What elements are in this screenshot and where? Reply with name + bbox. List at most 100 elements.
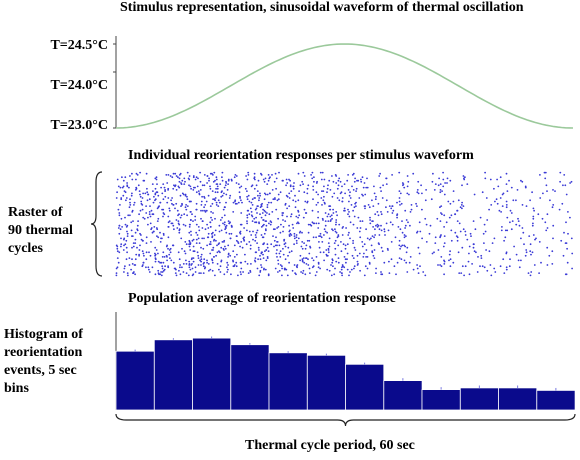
raster-dot: [359, 269, 361, 272]
raster-dot: [195, 191, 198, 194]
raster-dot: [257, 179, 260, 182]
raster-dot: [341, 197, 344, 199]
raster-dot: [276, 199, 279, 202]
raster-dot: [301, 241, 304, 243]
raster-dot: [278, 171, 280, 174]
raster-dot: [369, 219, 371, 221]
raster-dot: [220, 260, 223, 263]
raster-dot: [434, 183, 437, 186]
raster-dot: [131, 178, 134, 181]
raster-dot: [518, 266, 521, 269]
raster-dot: [260, 234, 263, 236]
raster-dot: [177, 220, 180, 223]
raster-dot: [227, 253, 230, 256]
raster-dot: [564, 242, 567, 245]
raster-dot: [177, 251, 180, 254]
raster-dot: [252, 238, 254, 241]
raster-dot: [433, 189, 436, 191]
raster-dot: [356, 260, 359, 263]
raster-dot: [129, 175, 131, 177]
raster-dot: [361, 220, 364, 223]
raster-dot: [211, 219, 214, 221]
raster-dot: [440, 205, 443, 208]
raster-dot: [166, 182, 169, 184]
raster-dot: [142, 252, 145, 255]
raster-dot: [147, 216, 149, 219]
raster-dot: [505, 200, 508, 203]
raster-dot: [154, 258, 157, 261]
raster-dot: [290, 213, 293, 216]
raster-dot: [381, 197, 384, 199]
raster-dot: [126, 272, 129, 274]
raster-dot: [286, 182, 289, 184]
raster-dot: [209, 241, 212, 243]
raster-dot: [199, 259, 202, 262]
raster-dot: [385, 206, 387, 209]
raster-dot: [353, 215, 356, 218]
raster-dot: [142, 216, 145, 219]
raster-dot: [274, 198, 276, 201]
raster-dot: [559, 180, 561, 183]
raster-dot: [443, 263, 446, 265]
raster-dot: [268, 192, 271, 195]
raster-dot: [528, 235, 531, 238]
raster-dot: [171, 176, 174, 179]
raster-dot: [535, 237, 537, 240]
raster-dot: [317, 266, 320, 269]
raster-dot: [569, 182, 571, 184]
raster-dot: [200, 264, 202, 266]
raster-dot: [403, 259, 406, 262]
raster-dot: [164, 195, 167, 198]
raster-dot: [227, 220, 230, 223]
raster-dot: [306, 201, 309, 204]
raster-dot: [151, 183, 154, 186]
raster-dot: [406, 175, 409, 177]
raster-dot: [125, 199, 127, 202]
raster-dot: [144, 192, 147, 195]
raster-dot: [391, 223, 394, 226]
raster-dot: [252, 230, 254, 233]
raster-dot: [331, 217, 333, 220]
histogram-bar: [383, 380, 423, 411]
raster-dot: [215, 204, 218, 206]
raster-dot: [410, 208, 413, 211]
raster-dot: [570, 180, 573, 183]
raster-dot: [354, 249, 357, 251]
raster-dot: [525, 205, 528, 208]
raster-dot: [209, 185, 211, 188]
raster-dot: [463, 178, 466, 181]
raster-dot: [301, 272, 304, 274]
raster-dot: [213, 256, 215, 258]
raster-dot: [302, 183, 304, 186]
raster-dot: [279, 264, 282, 266]
raster-dot: [486, 219, 489, 221]
raster-dot: [279, 250, 282, 253]
raster-dot: [266, 193, 269, 196]
raster-dot: [260, 264, 262, 266]
raster-dot: [131, 235, 134, 238]
raster-dot: [424, 217, 427, 220]
raster-dot: [418, 252, 421, 255]
raster-dot: [343, 266, 346, 269]
raster-dot: [406, 192, 409, 195]
raster-dot: [192, 257, 195, 259]
raster-dot: [311, 257, 313, 259]
raster-dot: [172, 261, 175, 264]
raster-dot: [274, 172, 277, 175]
raster-dot: [173, 184, 175, 187]
raster-dot: [203, 184, 206, 187]
raster-dot: [368, 206, 371, 209]
raster-dot: [203, 174, 206, 176]
raster-dot: [311, 221, 314, 224]
raster-dot: [330, 214, 333, 217]
raster-dot: [562, 254, 565, 257]
raster-dot: [346, 243, 349, 246]
raster-dot: [216, 263, 219, 265]
raster-dot: [197, 264, 200, 266]
raster-dot: [235, 265, 238, 268]
raster-dot: [209, 268, 212, 271]
raster-dot: [363, 243, 366, 246]
raster-dot: [374, 234, 376, 236]
raster-dot: [124, 243, 127, 246]
raster-dot: [130, 268, 133, 271]
